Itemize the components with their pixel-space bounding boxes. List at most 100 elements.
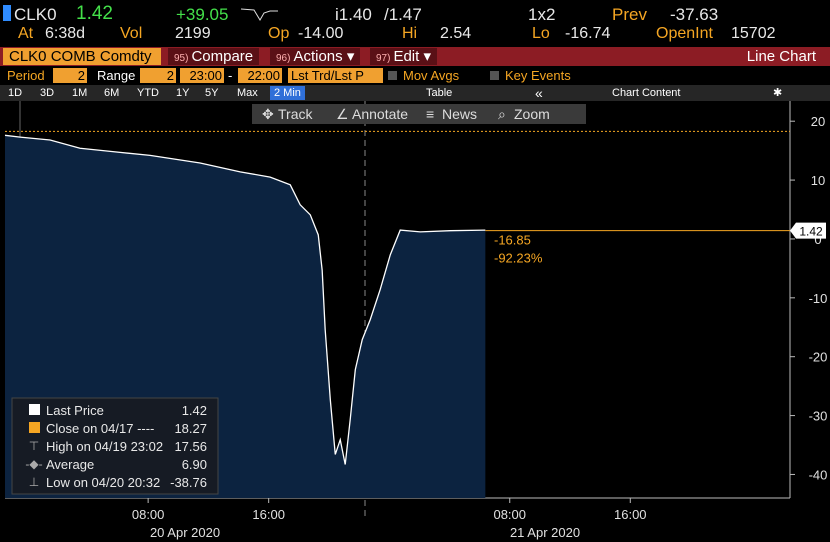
legend-box xyxy=(11,397,219,495)
legend-name: Low on 04/20 20:32 xyxy=(46,475,160,490)
y-tick-label: 10 xyxy=(811,173,825,188)
last: 1.42 xyxy=(76,3,113,24)
checkbox[interactable] xyxy=(388,71,397,80)
y-tick-label: -40 xyxy=(809,467,828,482)
tool-bar: Track Annotate News Zoom ✥ ∠ ≡ ⌕ xyxy=(252,104,586,124)
menu-button[interactable]: 96) Actions ▾ xyxy=(270,48,361,65)
op: -14.00 xyxy=(298,25,344,42)
dash: - xyxy=(228,68,233,83)
range-button[interactable]: 2 Min xyxy=(270,86,305,100)
mode-field[interactable]: Lst Trd/Lst P xyxy=(288,68,383,83)
mov-avgs: Mov Avgs xyxy=(403,68,460,83)
marker xyxy=(3,5,11,21)
y-tick-label: -30 xyxy=(809,409,828,424)
y-tick-label: -20 xyxy=(809,350,828,365)
legend-value: 18.27 xyxy=(174,421,207,436)
range-field[interactable]: 2 xyxy=(140,68,176,83)
oi: 15702 xyxy=(731,25,776,42)
period-field[interactable]: 2 xyxy=(53,68,87,83)
period-label: Period xyxy=(7,68,45,83)
oi-label: OpenInt xyxy=(656,25,713,42)
time: 6:38d xyxy=(45,25,86,42)
lo-label: Lo xyxy=(532,25,550,42)
to-field[interactable]: 22:00 xyxy=(238,68,282,83)
security-field[interactable]: CLK0 COMB Comdty xyxy=(3,48,161,65)
tool-icon: ⌕ xyxy=(498,106,506,122)
ticker: CLK0 xyxy=(14,5,57,24)
prev: -37.63 xyxy=(670,5,719,24)
legend-value: 17.56 xyxy=(174,439,207,454)
menu-label: Edit xyxy=(393,48,420,65)
content-button[interactable]: Chart Content xyxy=(612,87,681,99)
legend-symbol: ⊥ xyxy=(29,475,39,489)
tool-icon: ✥ xyxy=(262,106,274,122)
legend-name: Close on 04/17 ---- xyxy=(46,421,154,436)
date-label: 20 Apr 2020 xyxy=(150,525,220,540)
price-tag-label: 1.42 xyxy=(799,225,823,239)
menu-button[interactable]: 97) Edit ▾ xyxy=(370,48,438,65)
tool-button[interactable]: Annotate xyxy=(352,106,409,122)
menu-num: 97) xyxy=(376,53,391,64)
range-button[interactable]: 1M xyxy=(72,87,88,99)
menu-bar: CLK0 COMB Comdty 95) Compare 96) Actions ▾… xyxy=(0,47,830,66)
prev-label: Prev xyxy=(612,5,647,24)
ask: /1.47 xyxy=(384,5,422,24)
price-line xyxy=(4,134,486,465)
legend-value: 6.90 xyxy=(182,457,207,472)
vol: 2199 xyxy=(175,25,211,42)
tool-button[interactable]: News xyxy=(442,106,478,122)
range-button[interactable]: YTD xyxy=(137,87,159,99)
range-button[interactable]: Max xyxy=(237,87,258,99)
date-label: 21 Apr 2020 xyxy=(510,525,580,540)
range-bar: Table « Chart Content ✱ 1D 3D 1M 6M YTD 1Y 5Y M… xyxy=(0,85,830,101)
menu-num: 96) xyxy=(276,53,291,64)
x-tick-label: 16:00 xyxy=(614,507,647,522)
annotation: -16.85 xyxy=(494,233,531,248)
range-button[interactable]: 6M xyxy=(104,87,120,99)
legend-name: Last Price xyxy=(46,403,104,418)
price-tag xyxy=(790,222,826,239)
tool-icon: ∠ xyxy=(336,106,349,122)
legend-name: High on 04/19 23:02 xyxy=(46,439,163,454)
y-tick-label: 0 xyxy=(814,232,821,247)
y-tick-label: -10 xyxy=(809,291,828,306)
x-tick-label: 08:00 xyxy=(493,507,526,522)
size: 1x2 xyxy=(528,5,556,24)
tool-icon: ≡ xyxy=(426,106,435,122)
legend-swatch xyxy=(29,422,40,433)
settings-bar: Period 2 Range 2 23:00 - 22:00 Lst Trd/L… xyxy=(0,67,830,84)
x-tick-label: 08:00 xyxy=(132,507,165,522)
legend-name: Average xyxy=(46,457,94,472)
y-tick-label: 20 xyxy=(811,114,825,129)
legend-symbol: -◆- xyxy=(25,457,42,471)
range-button[interactable]: 1D xyxy=(8,87,23,99)
x-tick-label: 16:00 xyxy=(252,507,285,522)
vol-label: Vol xyxy=(120,25,143,42)
at-label: At xyxy=(18,25,34,42)
hi-label: Hi xyxy=(402,25,418,42)
menu-label: Actions xyxy=(293,48,343,65)
checkbox[interactable] xyxy=(490,71,499,80)
range-label: Range xyxy=(97,68,136,83)
range-button[interactable]: 5Y xyxy=(205,87,219,99)
change: +39.05 xyxy=(176,5,229,24)
view-title: Line Chart xyxy=(746,48,816,65)
settings-gear[interactable]: ✱ xyxy=(773,87,783,99)
range-button[interactable]: 1Y xyxy=(176,87,190,99)
menu-button[interactable]: 95) Compare xyxy=(168,48,260,65)
tool-button[interactable]: Track xyxy=(278,106,313,122)
from-field[interactable]: 23:00 xyxy=(180,68,224,83)
tool-button[interactable]: Zoom xyxy=(514,106,550,122)
hi: 2.54 xyxy=(440,25,472,42)
table-button[interactable]: Table xyxy=(426,87,453,99)
collapse[interactable]: « xyxy=(535,85,543,101)
legend-value: -38.76 xyxy=(170,475,207,490)
legend-swatch xyxy=(29,404,40,415)
annotation: -92.23% xyxy=(494,251,543,266)
lo: -16.74 xyxy=(565,25,611,42)
range-button[interactable]: 3D xyxy=(40,87,55,99)
legend-value: 1.42 xyxy=(182,403,207,418)
menu-label: Compare xyxy=(191,48,254,65)
